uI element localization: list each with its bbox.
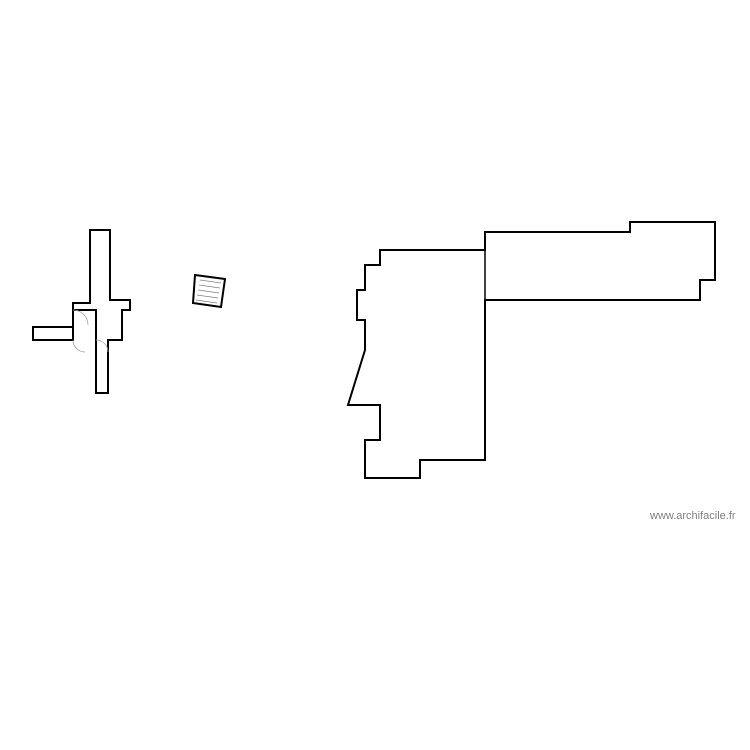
watermark-text: www.archifacile.fr	[650, 510, 736, 522]
building-left-outline	[33, 230, 130, 393]
floorplan-canvas: www.archifacile.fr	[0, 0, 750, 750]
stairs-small	[196, 280, 221, 303]
floorplan-svg	[0, 0, 750, 750]
door-arcs	[73, 310, 108, 352]
building-right-outline	[348, 222, 715, 478]
